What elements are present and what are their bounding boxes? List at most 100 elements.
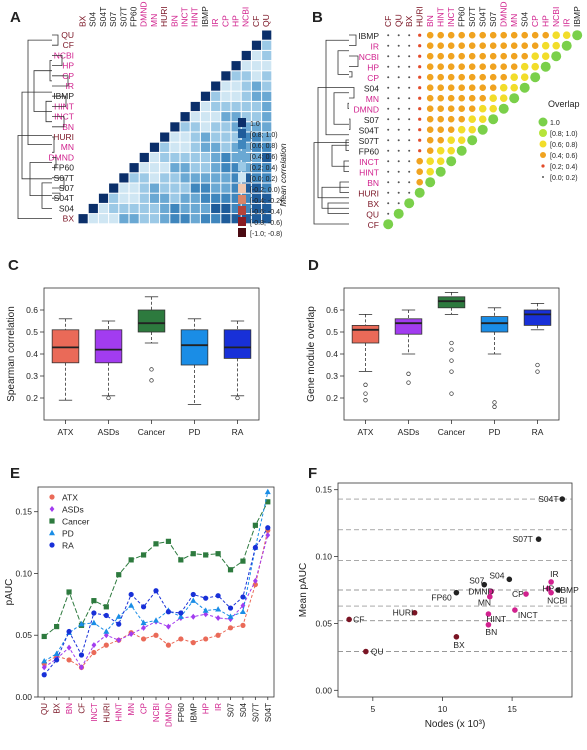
col-label-ncbi: NCBI	[241, 7, 251, 27]
heatmap-cell	[139, 183, 149, 193]
heatmap-cell	[221, 193, 231, 203]
heatmap-cell	[160, 203, 170, 214]
col-label-inct: INCT	[180, 7, 190, 27]
overlap-dot	[458, 52, 466, 60]
heatmap-cell	[180, 112, 190, 122]
heatmap-cell	[262, 71, 272, 81]
heatmap-cell	[231, 163, 241, 173]
heatmap-cell	[139, 203, 149, 214]
legend-dot	[542, 176, 544, 178]
data-point-pd	[153, 617, 159, 623]
legend-dot	[539, 140, 547, 148]
heatmap-cell	[109, 214, 119, 224]
data-point-ra	[178, 610, 184, 616]
overlap-dot	[489, 73, 497, 81]
col-label-qu: QU	[394, 14, 404, 27]
heatmap-cell	[211, 132, 221, 142]
heatmap-cell	[109, 193, 119, 203]
data-point-pd	[215, 606, 222, 612]
col-label-ir: IR	[562, 19, 572, 28]
heatmap-cell	[180, 163, 190, 173]
data-point-cancer	[116, 572, 122, 578]
row-label-ncbi: NCBI	[359, 52, 379, 62]
heatmap-cell	[170, 132, 180, 142]
overlap-dot	[408, 170, 411, 173]
data-point-ra	[203, 595, 209, 601]
data-point-cancer	[140, 552, 147, 558]
x-tick-label: PD	[189, 427, 201, 437]
data-point-atx	[190, 640, 196, 646]
heatmap-cell	[251, 61, 262, 71]
overlap-dot	[404, 198, 415, 209]
overlap-dot	[426, 84, 434, 91]
overlap-dot	[425, 177, 436, 188]
heatmap-cell	[241, 71, 251, 81]
heatmap-cell	[211, 81, 221, 91]
panel-letter-e: E	[10, 465, 20, 482]
overlap-dot	[418, 107, 422, 111]
box-pd	[180, 329, 209, 366]
overlap-dot	[478, 115, 487, 123]
overlap-dot	[562, 31, 571, 39]
heatmap-cell	[241, 163, 251, 173]
heatmap-cell	[180, 183, 190, 193]
overlap-dot	[437, 94, 445, 102]
legend-label-atx: ATX	[62, 493, 78, 503]
point-s07t	[535, 536, 542, 542]
panel-b-overlap-matrix: IBMPIRNCBIHPCPS04MNDMNDS07S04TS07TFP60IN…	[313, 2, 583, 230]
overlap-dot	[426, 167, 435, 176]
data-point-cancer	[240, 558, 246, 564]
row-label-mn: MN	[366, 94, 379, 104]
heatmap-cell	[221, 214, 231, 224]
heatmap-cell	[180, 132, 190, 142]
row-label-mn: MN	[61, 142, 74, 152]
legend-label: [0.8; 1.0)	[250, 132, 278, 139]
data-point-asds	[141, 624, 146, 631]
data-point-cancer	[165, 538, 172, 544]
col-label-fp60: FP60	[129, 6, 139, 27]
col-label-bn: BN	[169, 15, 179, 27]
overlap-dot	[468, 42, 476, 49]
outlier-point	[449, 369, 454, 374]
x-tick-label: 10	[438, 704, 448, 714]
data-point-atx	[215, 632, 221, 638]
overlap-dot	[499, 94, 508, 102]
overlap-dot	[387, 212, 390, 215]
overlap-dot	[447, 73, 455, 81]
col-label-qu: QU	[261, 14, 271, 27]
dendrogram-branch	[52, 136, 55, 153]
x-tick-label: CP	[140, 703, 149, 714]
point-ncbi	[548, 589, 554, 596]
heatmap-cell	[251, 214, 262, 224]
legend-swatch	[238, 129, 246, 138]
heatmap-cell	[262, 91, 272, 101]
overlap-dot	[387, 139, 390, 142]
box-asds	[394, 318, 423, 335]
heatmap-cell	[231, 101, 241, 112]
outlier-point	[449, 340, 454, 346]
outlier-point	[363, 391, 368, 396]
col-label-inct: INCT	[446, 7, 456, 27]
data-point-ra	[41, 672, 47, 678]
overlap-dot	[387, 170, 390, 173]
overlap-dot	[500, 73, 508, 81]
col-label-huri: HURI	[415, 6, 425, 27]
overlap-dot	[458, 94, 466, 102]
overlap-dot	[418, 54, 422, 58]
overlap-dot	[446, 156, 457, 167]
overlap-dot	[416, 168, 424, 175]
y-tick-label: 0.2	[26, 393, 38, 403]
x-tick-label: BX	[53, 702, 62, 713]
y-tick-label: 0.05	[315, 618, 332, 628]
heatmap-cell	[98, 214, 109, 224]
col-label-bn: BN	[425, 15, 435, 27]
heatmap-cell	[251, 183, 262, 193]
heatmap-cell	[251, 101, 262, 112]
heatmap-cell	[200, 203, 211, 214]
heatmap-cell	[170, 203, 180, 214]
heatmap-cell	[149, 163, 160, 173]
dendrogram-branch	[52, 55, 63, 66]
legend-swatch	[238, 195, 246, 204]
x-tick-label: 5	[370, 704, 375, 714]
row-label-s04t: S04T	[359, 126, 379, 136]
